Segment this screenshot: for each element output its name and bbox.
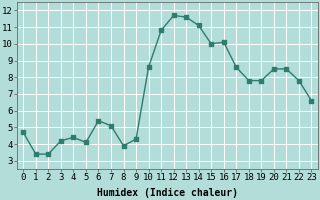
X-axis label: Humidex (Indice chaleur): Humidex (Indice chaleur) [97,188,238,198]
